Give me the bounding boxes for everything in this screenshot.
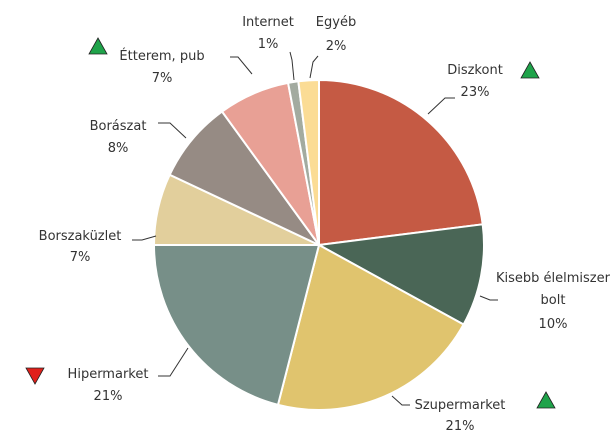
slice-value: 1%: [257, 37, 279, 52]
pie-slice: [152, 244, 321, 407]
leader-line: [230, 56, 253, 75]
slice-label: Étterem, pub: [119, 49, 205, 64]
slice-value: 7%: [69, 250, 91, 265]
slice-label: Egyéb: [315, 15, 357, 30]
slice-value: 7%: [151, 71, 173, 86]
leader-line: [289, 51, 295, 81]
leader-line: [479, 295, 498, 301]
slice-label: Szupermarket: [414, 398, 506, 413]
pie-slice: [297, 78, 320, 246]
pie-slice: [276, 243, 465, 411]
trend-icon: [536, 391, 556, 409]
trend-icon: [520, 61, 540, 79]
slice-label: Borszaküzlet: [38, 229, 122, 244]
pie-slice: [315, 223, 485, 326]
slice-label: Borászat: [89, 119, 147, 134]
slice-value: 21%: [93, 389, 123, 404]
leader-line: [391, 395, 410, 406]
pie-slice: [318, 78, 484, 247]
slice-label: Diszkont: [447, 63, 503, 78]
leader-line: [158, 122, 187, 139]
slice-value: 21%: [445, 419, 475, 434]
trend-icon: [25, 367, 45, 385]
leader-line: [158, 347, 189, 377]
slice-value: 10%: [538, 317, 568, 332]
slice-label: Kisebb élelmiszer bolt: [496, 271, 610, 308]
trend-icon: [88, 37, 108, 55]
leader-line: [132, 235, 157, 241]
leader-line: [427, 97, 455, 115]
slice-label: Hipermarket: [67, 367, 149, 382]
slice-value: 8%: [107, 141, 129, 156]
leader-line: [309, 55, 319, 79]
slice-label: Internet: [242, 15, 294, 30]
slice-value: 23%: [460, 85, 490, 100]
slice-value: 2%: [325, 39, 347, 54]
